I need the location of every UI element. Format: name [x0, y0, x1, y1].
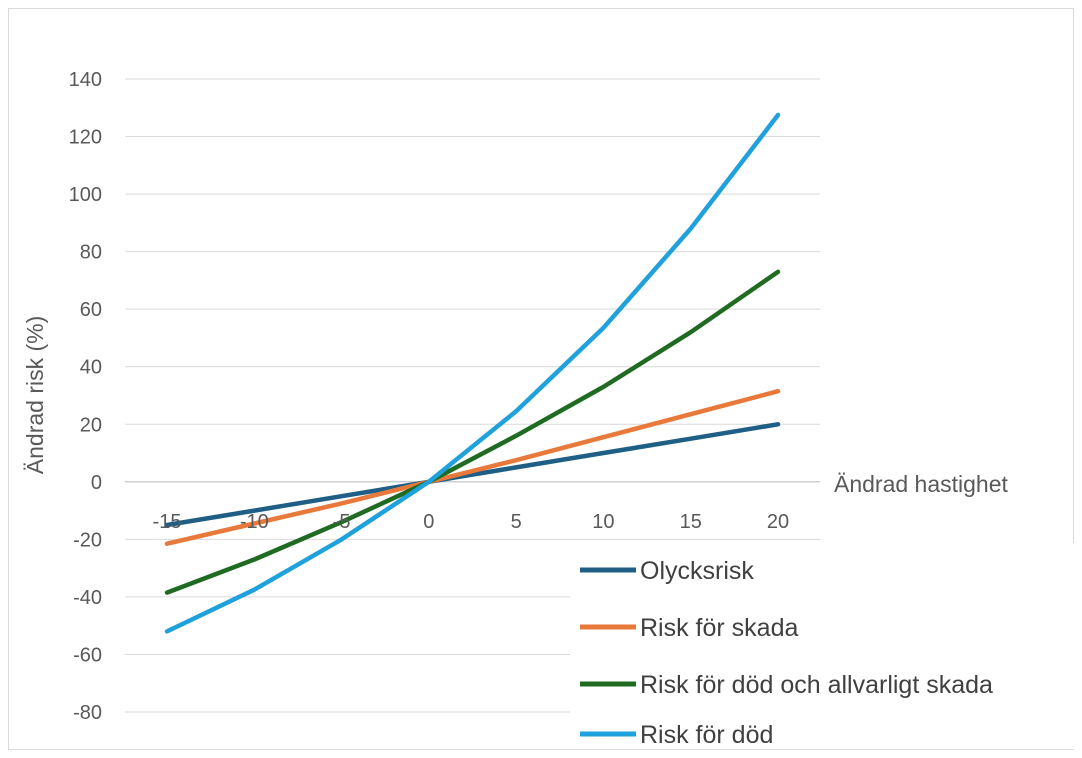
x-tick-label: -5: [333, 511, 351, 533]
legend-background: [570, 543, 1074, 749]
series-line-2: [164, 388, 781, 546]
y-tick-label: -80: [73, 702, 102, 724]
legend-label: Olycksrisk: [640, 557, 754, 585]
series-line-1: [164, 422, 781, 528]
y-tick-label: 140: [69, 69, 102, 91]
x-tick-label: -10: [240, 511, 269, 533]
x-tick-label: 5: [511, 511, 522, 533]
legend: Olycksrisk Risk för skada Risk för död och…: [570, 543, 1074, 749]
x-axis-title: Ändrad hastighet: [834, 471, 1009, 497]
x-tick-label: 0: [423, 511, 434, 533]
y-tick-label: 0: [91, 472, 102, 494]
x-tick-label: 15: [680, 511, 702, 533]
y-tick-label: 20: [80, 414, 102, 436]
x-tick-label: 10: [592, 511, 614, 533]
series-line-4: [164, 112, 781, 634]
y-tick-label: 120: [69, 127, 102, 149]
legend-label: Risk för skada: [640, 614, 798, 642]
y-tick-label: -20: [73, 529, 102, 551]
y-tick-label: 100: [69, 184, 102, 206]
y-tick-label: -60: [73, 644, 102, 666]
y-axis-title: Ändrad risk (%): [22, 316, 48, 474]
x-tick-label: 20: [767, 511, 789, 533]
y-tick-label: 80: [80, 242, 102, 264]
y-tick-label: 60: [80, 299, 102, 321]
x-tick-label: -15: [153, 511, 182, 533]
series-line-3: [164, 269, 781, 595]
y-tick-label: -40: [73, 587, 102, 609]
legend-label: Risk för död och allvarligt skada: [640, 671, 993, 699]
legend-label: Risk för död: [640, 721, 773, 749]
y-tick-label: 40: [80, 357, 102, 379]
